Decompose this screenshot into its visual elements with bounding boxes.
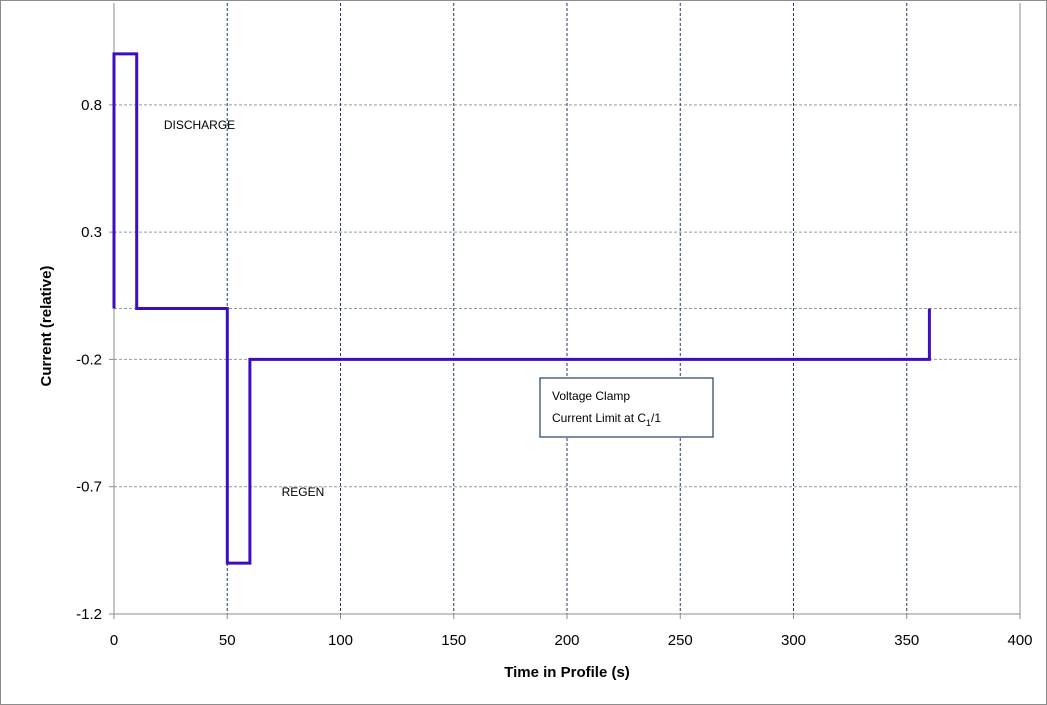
x-tick-label: 250	[668, 632, 693, 649]
y-tick-label: -0.2	[76, 351, 102, 368]
x-tick-label: 400	[1007, 632, 1032, 649]
series	[112, 52, 931, 565]
callout-line1: Voltage Clamp	[552, 389, 630, 403]
annotation-label: DISCHARGE	[164, 118, 235, 132]
x-tick-label: 200	[554, 632, 579, 649]
x-tick-label: 100	[328, 632, 353, 649]
x-tick-label: 0	[110, 632, 118, 649]
callout-rect	[539, 377, 714, 438]
callout-line2-prefix: Current Limit at C	[552, 411, 646, 425]
x-tick-label: 150	[441, 632, 466, 649]
y-tick-label: -1.2	[76, 606, 102, 623]
x-axis-title: Time in Profile (s)	[504, 664, 630, 681]
series-line	[112, 52, 931, 565]
annotations: DISCHARGE REGEN	[164, 118, 324, 499]
callout-line2-suffix: /1	[651, 411, 661, 425]
callout-line2-subscript: 1	[646, 418, 651, 428]
tick-labels: 0.8 0.3 -0.2 -0.7 -1.2 0 50 100 150 200 250 300 350 4…	[76, 97, 1032, 649]
x-tick-label: 50	[219, 632, 236, 649]
y-tick-label: 0.3	[81, 224, 102, 241]
callout-line2: Current Limit at C1/1	[552, 411, 661, 428]
y-tick-label: 0.8	[81, 97, 102, 114]
annotation-label: REGEN	[282, 485, 325, 499]
x-tick-label: 350	[894, 632, 919, 649]
callout-box: Voltage Clamp Current Limit at C1/1	[539, 377, 714, 438]
axes	[109, 3, 1021, 619]
y-tick-label: -0.7	[76, 479, 102, 496]
x-tick-label: 300	[781, 632, 806, 649]
y-axis-title: Current (relative)	[38, 266, 55, 387]
